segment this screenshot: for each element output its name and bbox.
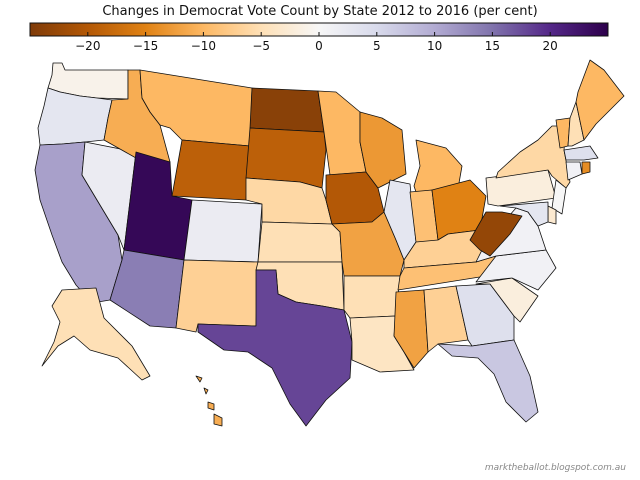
- state-mn: [317, 90, 367, 176]
- state-nm: [175, 259, 259, 333]
- state-ri: [581, 161, 591, 175]
- colorbar-tick-label: 5: [373, 39, 381, 53]
- state-nd: [249, 87, 325, 133]
- colorbar-tick-label: −15: [133, 39, 158, 53]
- colorbar-tick-label: 0: [315, 39, 323, 53]
- credit-text: marktheballot.blogspot.com.au: [484, 463, 626, 473]
- state-nh: [567, 101, 585, 147]
- state-ct: [565, 161, 583, 181]
- colorbar-tick-label: 20: [543, 39, 558, 53]
- state-wy: [171, 139, 251, 201]
- state-nj: [551, 179, 567, 215]
- colorbar-tick-label: −10: [191, 39, 216, 53]
- colorbar-tick-label: −5: [252, 39, 270, 53]
- state-mo: [331, 211, 405, 277]
- state-ar: [343, 275, 401, 319]
- colorbar-tick-label: 10: [427, 39, 442, 53]
- state-al: [423, 285, 469, 353]
- chart-title: Changes in Democrat Vote Count by State …: [102, 4, 538, 19]
- colorbar-tick-label: −20: [75, 39, 100, 53]
- state-md: [499, 201, 549, 227]
- colorbar-tick-label: 15: [485, 39, 500, 53]
- state-co: [183, 199, 263, 263]
- state-wv: [469, 211, 523, 257]
- state-tx: [197, 269, 353, 427]
- state-ks: [257, 221, 343, 263]
- state-hi: [195, 375, 223, 427]
- state-az: [109, 249, 185, 329]
- colorbar: −20 −15 −10 −5 0 5 10 15 20: [29, 22, 609, 53]
- state-fl: [437, 339, 539, 423]
- state-ak: [41, 287, 151, 381]
- state-me: [575, 59, 625, 141]
- state-ma: [563, 145, 599, 161]
